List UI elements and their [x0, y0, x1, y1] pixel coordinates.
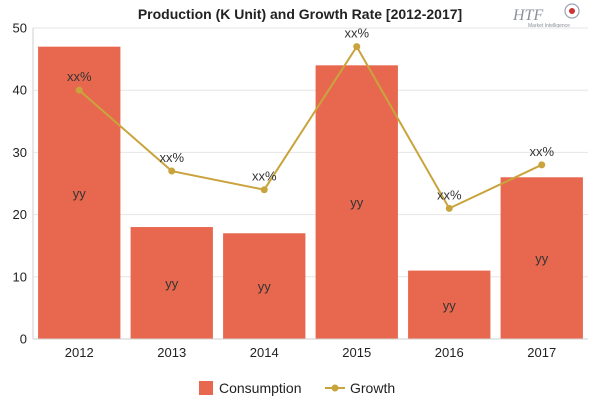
bar-2014: [223, 233, 306, 339]
growth-point-2012: [75, 86, 83, 94]
x-tick-label-2012: 2012: [65, 345, 94, 360]
growth-label-2015: xx%: [344, 26, 369, 41]
bar-labels: yy yy yy yy yy yy: [73, 186, 549, 313]
x-axis: 2012 2013 2014 2015 2016 2017: [33, 338, 588, 360]
legend: Consumption Growth: [199, 380, 395, 396]
y-tick-label: 30: [13, 145, 27, 160]
legend-label-growth: Growth: [350, 380, 395, 396]
growth-label-2014: xx%: [252, 169, 277, 184]
bar-2017: [500, 177, 583, 339]
x-tick-label-2014: 2014: [250, 345, 279, 360]
y-tick-label: 20: [13, 207, 27, 222]
legend-swatch-consumption: [199, 381, 213, 395]
growth-polyline: [78, 44, 543, 210]
growth-point-2015: [353, 43, 361, 51]
growth-point-2017: [538, 161, 546, 169]
point-labels: xx% xx% xx% xx% xx% xx%: [67, 26, 555, 203]
x-tick-label-2016: 2016: [435, 345, 464, 360]
logo-subtitle: Market Intelligence: [528, 23, 570, 29]
globe-icon: [564, 3, 580, 19]
bar-label-2012: yy: [73, 186, 87, 201]
x-tick-label-2015: 2015: [342, 345, 371, 360]
chart-title: Production (K Unit) and Growth Rate [201…: [138, 6, 462, 22]
y-tick-label: 40: [13, 83, 27, 98]
bar-label-2013: yy: [165, 276, 179, 291]
growth-label-2013: xx%: [159, 150, 184, 165]
bar-label-2015: yy: [350, 195, 364, 210]
growth-label-2016: xx%: [437, 187, 462, 202]
bar-2012: [38, 46, 121, 339]
brand-logo: HTF Market Intelligence: [512, 3, 580, 29]
growth-label-2012: xx%: [67, 69, 92, 84]
growth-label-2017: xx%: [529, 144, 554, 159]
x-tick-label-2013: 2013: [157, 345, 186, 360]
bar-label-2016: yy: [443, 298, 457, 313]
logo-text: HTF: [512, 7, 543, 24]
bar-2013: [130, 227, 213, 339]
growth-point-2016: [445, 204, 453, 212]
bar-label-2014: yy: [258, 279, 272, 294]
y-tick-label: 0: [20, 332, 27, 347]
growth-point-2013: [168, 167, 176, 175]
bars: [38, 46, 583, 339]
bar-2015: [315, 65, 398, 339]
y-tick-label: 50: [13, 21, 27, 36]
growth-point-2014: [260, 186, 268, 194]
y-tick-label: 10: [13, 269, 27, 284]
bar-2016: [408, 270, 491, 339]
growth-line: [75, 43, 546, 212]
bar-label-2017: yy: [535, 251, 549, 266]
legend-swatch-growth-marker: [331, 384, 339, 392]
legend-label-consumption: Consumption: [219, 380, 302, 396]
y-axis: 0 10 20 30 40 50: [13, 21, 34, 347]
x-tick-label-2017: 2017: [527, 345, 556, 360]
